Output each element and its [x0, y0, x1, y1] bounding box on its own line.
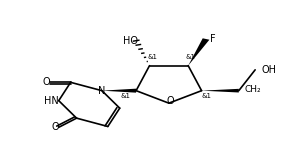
- Text: O: O: [51, 122, 59, 132]
- Text: O: O: [42, 77, 50, 87]
- Text: HO: HO: [123, 36, 138, 46]
- Text: OH: OH: [262, 65, 277, 75]
- Text: HN: HN: [44, 96, 59, 106]
- Text: &1: &1: [120, 93, 130, 99]
- Text: N: N: [98, 86, 106, 96]
- Text: F: F: [210, 34, 216, 44]
- Text: &1: &1: [201, 93, 211, 99]
- Text: CH₂: CH₂: [244, 85, 261, 94]
- Text: &1: &1: [147, 54, 158, 60]
- Text: &1: &1: [186, 54, 196, 60]
- Text: O: O: [167, 96, 174, 107]
- Polygon shape: [188, 38, 209, 66]
- Polygon shape: [202, 89, 239, 93]
- Polygon shape: [102, 89, 136, 93]
